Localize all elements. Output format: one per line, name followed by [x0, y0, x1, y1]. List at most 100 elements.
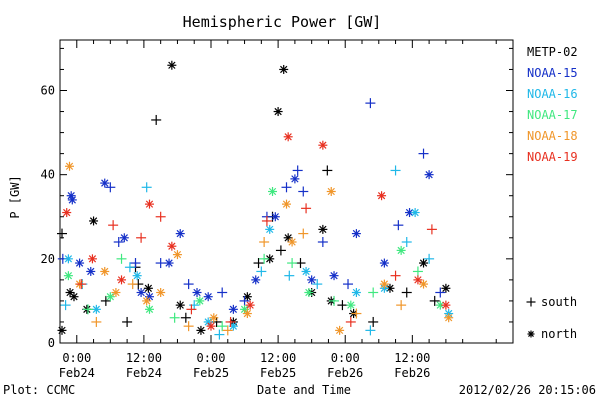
data-point-south — [401, 287, 412, 298]
data-point-north — [100, 266, 110, 276]
legend-entry: NOAA-16 — [527, 87, 578, 101]
marker-legend-entry: south — [526, 295, 577, 309]
star-marker-icon — [527, 330, 535, 338]
data-point-north — [119, 233, 129, 243]
data-point-south — [105, 182, 116, 193]
data-point-north — [203, 317, 213, 327]
data-point-south — [292, 165, 303, 176]
data-point-south — [424, 253, 435, 264]
data-point-south — [122, 316, 133, 327]
data-point-north — [195, 296, 205, 306]
marker-legend-label: south — [541, 295, 577, 309]
data-point-north — [65, 161, 75, 171]
data-point-north — [144, 199, 154, 209]
data-point-north — [377, 191, 387, 201]
data-point-south — [287, 258, 298, 269]
data-point-south — [429, 295, 440, 306]
x-tick-time-label: 0:00 — [331, 351, 360, 365]
data-point-north — [63, 271, 73, 281]
x-axis-label: Date and Time — [257, 383, 351, 397]
chart-title: Hemispheric Power [GW] — [183, 13, 382, 31]
y-tick-label: 60 — [41, 84, 55, 98]
data-point-north — [251, 275, 261, 285]
data-point-north — [318, 140, 328, 150]
data-point-north — [132, 271, 142, 281]
data-point-north — [424, 170, 434, 180]
data-point-north — [335, 325, 345, 335]
data-point-south — [124, 262, 135, 273]
data-point-north — [283, 132, 293, 142]
data-point-south — [295, 258, 306, 269]
data-point-south — [275, 245, 286, 256]
x-tick-date-label: Feb25 — [193, 366, 229, 380]
legend-entry: NOAA-17 — [527, 108, 578, 122]
data-point-south — [100, 295, 111, 306]
data-point-north — [196, 325, 206, 335]
marker-legend-label: north — [541, 327, 577, 341]
data-point-north — [273, 107, 283, 117]
data-point-north — [245, 300, 255, 310]
data-point-north — [279, 64, 289, 74]
data-point-south — [256, 266, 267, 277]
data-point-south — [390, 165, 401, 176]
x-tick-date-label: Feb26 — [394, 366, 430, 380]
data-point-north — [351, 288, 361, 297]
data-point-north — [89, 216, 99, 226]
y-tick-label: 20 — [41, 252, 55, 266]
data-point-north — [75, 258, 85, 268]
data-point-north — [192, 288, 202, 297]
data-point-north — [105, 292, 115, 302]
data-point-south — [390, 270, 401, 281]
marker-legend-entry: north — [527, 327, 577, 341]
data-point-south — [155, 258, 166, 269]
data-point-south — [183, 321, 194, 332]
plot-credit: Plot: CCMC — [3, 383, 75, 397]
data-point-south — [345, 316, 356, 327]
legend-entry: METP-02 — [527, 45, 578, 59]
data-point-north — [142, 296, 152, 306]
data-point-south — [396, 300, 407, 311]
data-point-south — [127, 279, 138, 290]
data-point-south — [151, 114, 162, 125]
data-point-south — [298, 228, 309, 239]
data-point-north — [379, 279, 389, 289]
data-point-north — [91, 304, 101, 314]
data-point-south — [426, 224, 437, 235]
x-tick-time-label: 0:00 — [62, 351, 91, 365]
data-point-south — [351, 308, 362, 319]
data-point-south — [284, 270, 295, 281]
data-point-south — [281, 182, 292, 193]
x-tick-date-label: Feb26 — [327, 366, 363, 380]
data-point-south — [169, 312, 180, 323]
data-point-south — [136, 232, 147, 243]
data-point-north — [396, 245, 406, 255]
data-point-north — [419, 258, 429, 268]
data-point-south — [108, 220, 119, 231]
data-point-north — [203, 292, 213, 302]
data-point-north — [290, 174, 300, 184]
data-point-north — [270, 212, 280, 222]
plot-frame — [59, 39, 514, 344]
data-point-north — [419, 279, 429, 289]
data-point-north — [57, 325, 67, 335]
data-point-north — [265, 224, 275, 234]
data-point-south — [317, 237, 328, 247]
data-point-north — [62, 208, 72, 218]
data-point-south — [214, 329, 225, 340]
data-point-north — [441, 300, 451, 310]
plus-marker-icon — [526, 297, 536, 307]
data-point-south — [368, 316, 379, 327]
data-point-south — [365, 98, 376, 109]
data-point-north — [143, 283, 153, 293]
data-point-south — [435, 287, 446, 298]
data-point-north — [156, 288, 166, 297]
data-point-north — [167, 241, 177, 251]
data-point-north — [63, 254, 73, 264]
data-point-north — [413, 275, 423, 285]
data-point-south — [116, 253, 127, 264]
data-point-south — [261, 215, 272, 226]
data-point-north — [69, 292, 79, 302]
data-point-south — [141, 182, 152, 193]
data-point-south — [113, 237, 124, 247]
